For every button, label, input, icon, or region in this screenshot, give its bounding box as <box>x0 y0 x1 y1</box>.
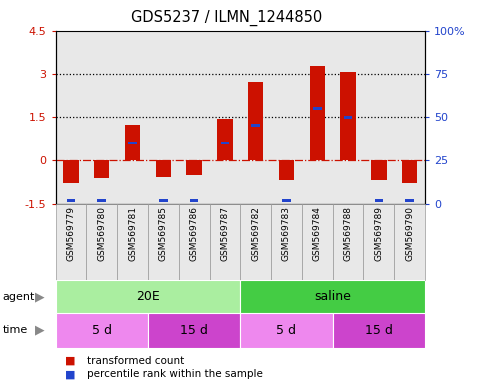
Bar <box>371 161 386 180</box>
Bar <box>117 204 148 280</box>
Text: GDS5237 / ILMN_1244850: GDS5237 / ILMN_1244850 <box>131 10 323 26</box>
Bar <box>56 204 86 280</box>
Bar <box>248 82 263 161</box>
Text: GSM569789: GSM569789 <box>374 206 384 261</box>
Bar <box>98 199 106 202</box>
Bar <box>252 124 260 127</box>
Bar <box>190 199 199 202</box>
Bar <box>271 204 302 280</box>
Text: 5 d: 5 d <box>92 324 112 337</box>
Text: transformed count: transformed count <box>87 356 184 366</box>
Text: ■: ■ <box>65 356 76 366</box>
Text: saline: saline <box>314 290 351 303</box>
Bar <box>310 66 325 161</box>
Text: time: time <box>2 325 28 335</box>
Bar <box>302 204 333 280</box>
Bar <box>67 199 75 202</box>
Bar <box>333 313 425 348</box>
Text: GSM569786: GSM569786 <box>190 206 199 261</box>
Bar <box>333 204 364 280</box>
Bar <box>402 161 417 183</box>
Bar <box>179 204 210 280</box>
Bar <box>94 161 110 178</box>
Text: ▶: ▶ <box>35 324 44 337</box>
Text: GSM569788: GSM569788 <box>343 206 353 261</box>
Bar <box>63 161 79 184</box>
Bar <box>128 142 137 144</box>
Bar <box>56 31 86 204</box>
Bar <box>364 31 394 204</box>
Bar <box>86 204 117 280</box>
Bar <box>56 280 241 313</box>
Bar <box>125 125 140 161</box>
Text: ■: ■ <box>65 369 76 379</box>
Bar <box>302 31 333 204</box>
Bar <box>217 119 233 161</box>
Bar <box>210 31 240 204</box>
Bar <box>282 199 291 202</box>
Bar <box>313 107 322 110</box>
Text: 15 d: 15 d <box>365 324 393 337</box>
Text: GSM569779: GSM569779 <box>67 206 75 261</box>
Bar <box>364 204 394 280</box>
Bar <box>186 161 202 175</box>
Bar <box>86 31 117 204</box>
Bar <box>56 313 148 348</box>
Bar <box>148 204 179 280</box>
Text: GSM569790: GSM569790 <box>405 206 414 261</box>
Bar <box>241 313 333 348</box>
Bar <box>271 31 302 204</box>
Text: agent: agent <box>2 291 35 302</box>
Bar <box>179 31 210 204</box>
Text: percentile rank within the sample: percentile rank within the sample <box>87 369 263 379</box>
Text: GSM569787: GSM569787 <box>220 206 229 261</box>
Bar <box>394 31 425 204</box>
Text: GSM569785: GSM569785 <box>159 206 168 261</box>
Text: GSM569782: GSM569782 <box>251 206 260 261</box>
Bar <box>148 313 241 348</box>
Text: GSM569784: GSM569784 <box>313 206 322 261</box>
Bar <box>394 204 425 280</box>
Bar <box>156 161 171 177</box>
Bar <box>344 116 352 119</box>
Bar <box>405 199 414 202</box>
Text: ▶: ▶ <box>35 290 44 303</box>
Bar <box>375 199 383 202</box>
Text: 20E: 20E <box>136 290 160 303</box>
Bar <box>221 142 229 144</box>
Bar <box>240 31 271 204</box>
Bar <box>117 31 148 204</box>
Bar <box>341 73 356 161</box>
Bar <box>148 31 179 204</box>
Text: GSM569783: GSM569783 <box>282 206 291 261</box>
Bar <box>240 204 271 280</box>
Text: 5 d: 5 d <box>276 324 297 337</box>
Bar <box>159 199 168 202</box>
Bar <box>241 280 425 313</box>
Text: GSM569780: GSM569780 <box>97 206 106 261</box>
Bar <box>333 31 364 204</box>
Bar <box>279 161 294 180</box>
Bar <box>210 204 240 280</box>
Text: 15 d: 15 d <box>180 324 208 337</box>
Text: GSM569781: GSM569781 <box>128 206 137 261</box>
